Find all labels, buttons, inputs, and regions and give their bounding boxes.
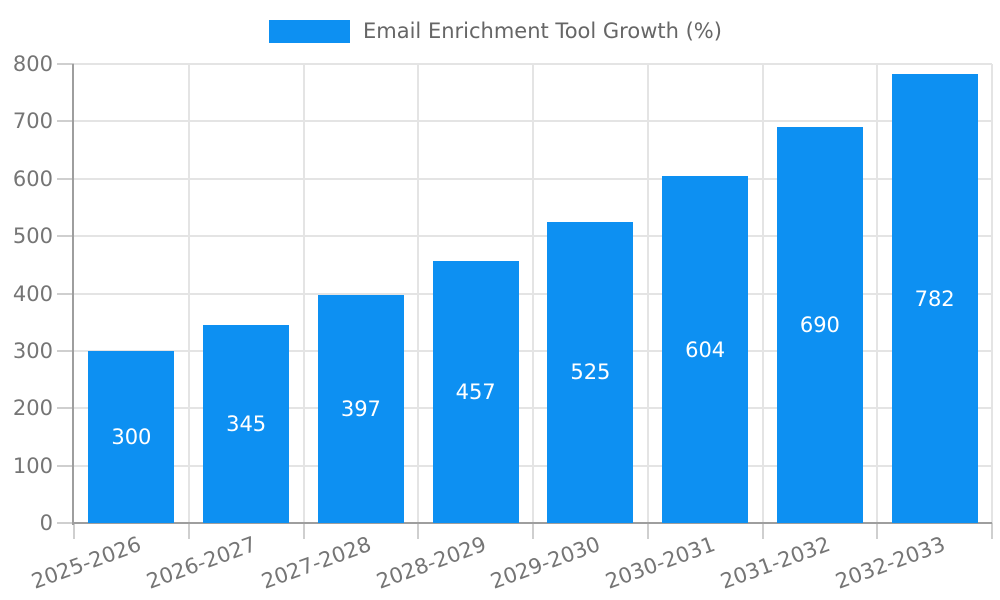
y-tick: [57, 177, 74, 180]
bar[interactable]: [891, 74, 978, 523]
bar-value-label: 397: [340, 397, 381, 422]
x-tick: [761, 523, 764, 539]
legend-swatch[interactable]: [269, 20, 350, 43]
y-tick-label: 100: [12, 453, 53, 478]
y-tick: [57, 349, 74, 352]
x-gridline: [417, 64, 420, 523]
y-tick: [57, 235, 74, 238]
bar-value-label: 690: [799, 313, 840, 338]
bar[interactable]: [88, 350, 175, 523]
y-tick-label: 600: [12, 166, 53, 191]
x-tick: [532, 523, 534, 539]
legend-label[interactable]: Email Enrichment Tool Growth (%): [363, 19, 722, 43]
bar-value-label: 525: [570, 360, 611, 385]
y-tick: [57, 464, 74, 467]
x-tick: [876, 523, 879, 539]
y-tick: [57, 120, 74, 123]
bar[interactable]: [776, 127, 863, 523]
x-gridline: [761, 64, 764, 523]
bar[interactable]: [317, 295, 404, 523]
bar[interactable]: [203, 325, 290, 523]
y-tick-label: 700: [12, 109, 53, 134]
y-tick: [57, 407, 74, 410]
bar[interactable]: [432, 260, 519, 523]
x-tick: [73, 523, 75, 539]
x-gridline: [991, 64, 993, 523]
y-tick-label: 800: [12, 52, 53, 76]
x-axis-line: [72, 522, 992, 524]
bar-value-label: 345: [226, 412, 267, 437]
bar-value-label: 782: [914, 286, 955, 311]
x-gridline: [187, 64, 190, 523]
x-gridline: [646, 64, 649, 523]
y-tick: [57, 522, 74, 524]
y-tick: [57, 63, 74, 65]
y-tick-label: 0: [39, 511, 53, 535]
y-tick-label: 400: [12, 281, 53, 306]
bar-value-label: 457: [455, 379, 496, 404]
y-tick: [57, 292, 74, 295]
y-tick-label: 500: [12, 224, 53, 249]
x-gridline: [876, 64, 879, 523]
x-tick: [302, 523, 305, 539]
x-tick: [187, 523, 190, 539]
y-tick-label: 200: [12, 396, 53, 421]
x-tick: [991, 523, 993, 539]
x-gridline: [302, 64, 305, 523]
x-tick: [417, 523, 420, 539]
x-gridline: [532, 64, 534, 523]
bar[interactable]: [547, 221, 634, 523]
bar[interactable]: [662, 176, 749, 523]
bar-value-label: 604: [685, 337, 726, 362]
y-axis-line: [72, 64, 74, 525]
x-tick: [646, 523, 649, 539]
y-tick-label: 300: [12, 338, 53, 363]
bar-value-label: 300: [111, 424, 152, 449]
